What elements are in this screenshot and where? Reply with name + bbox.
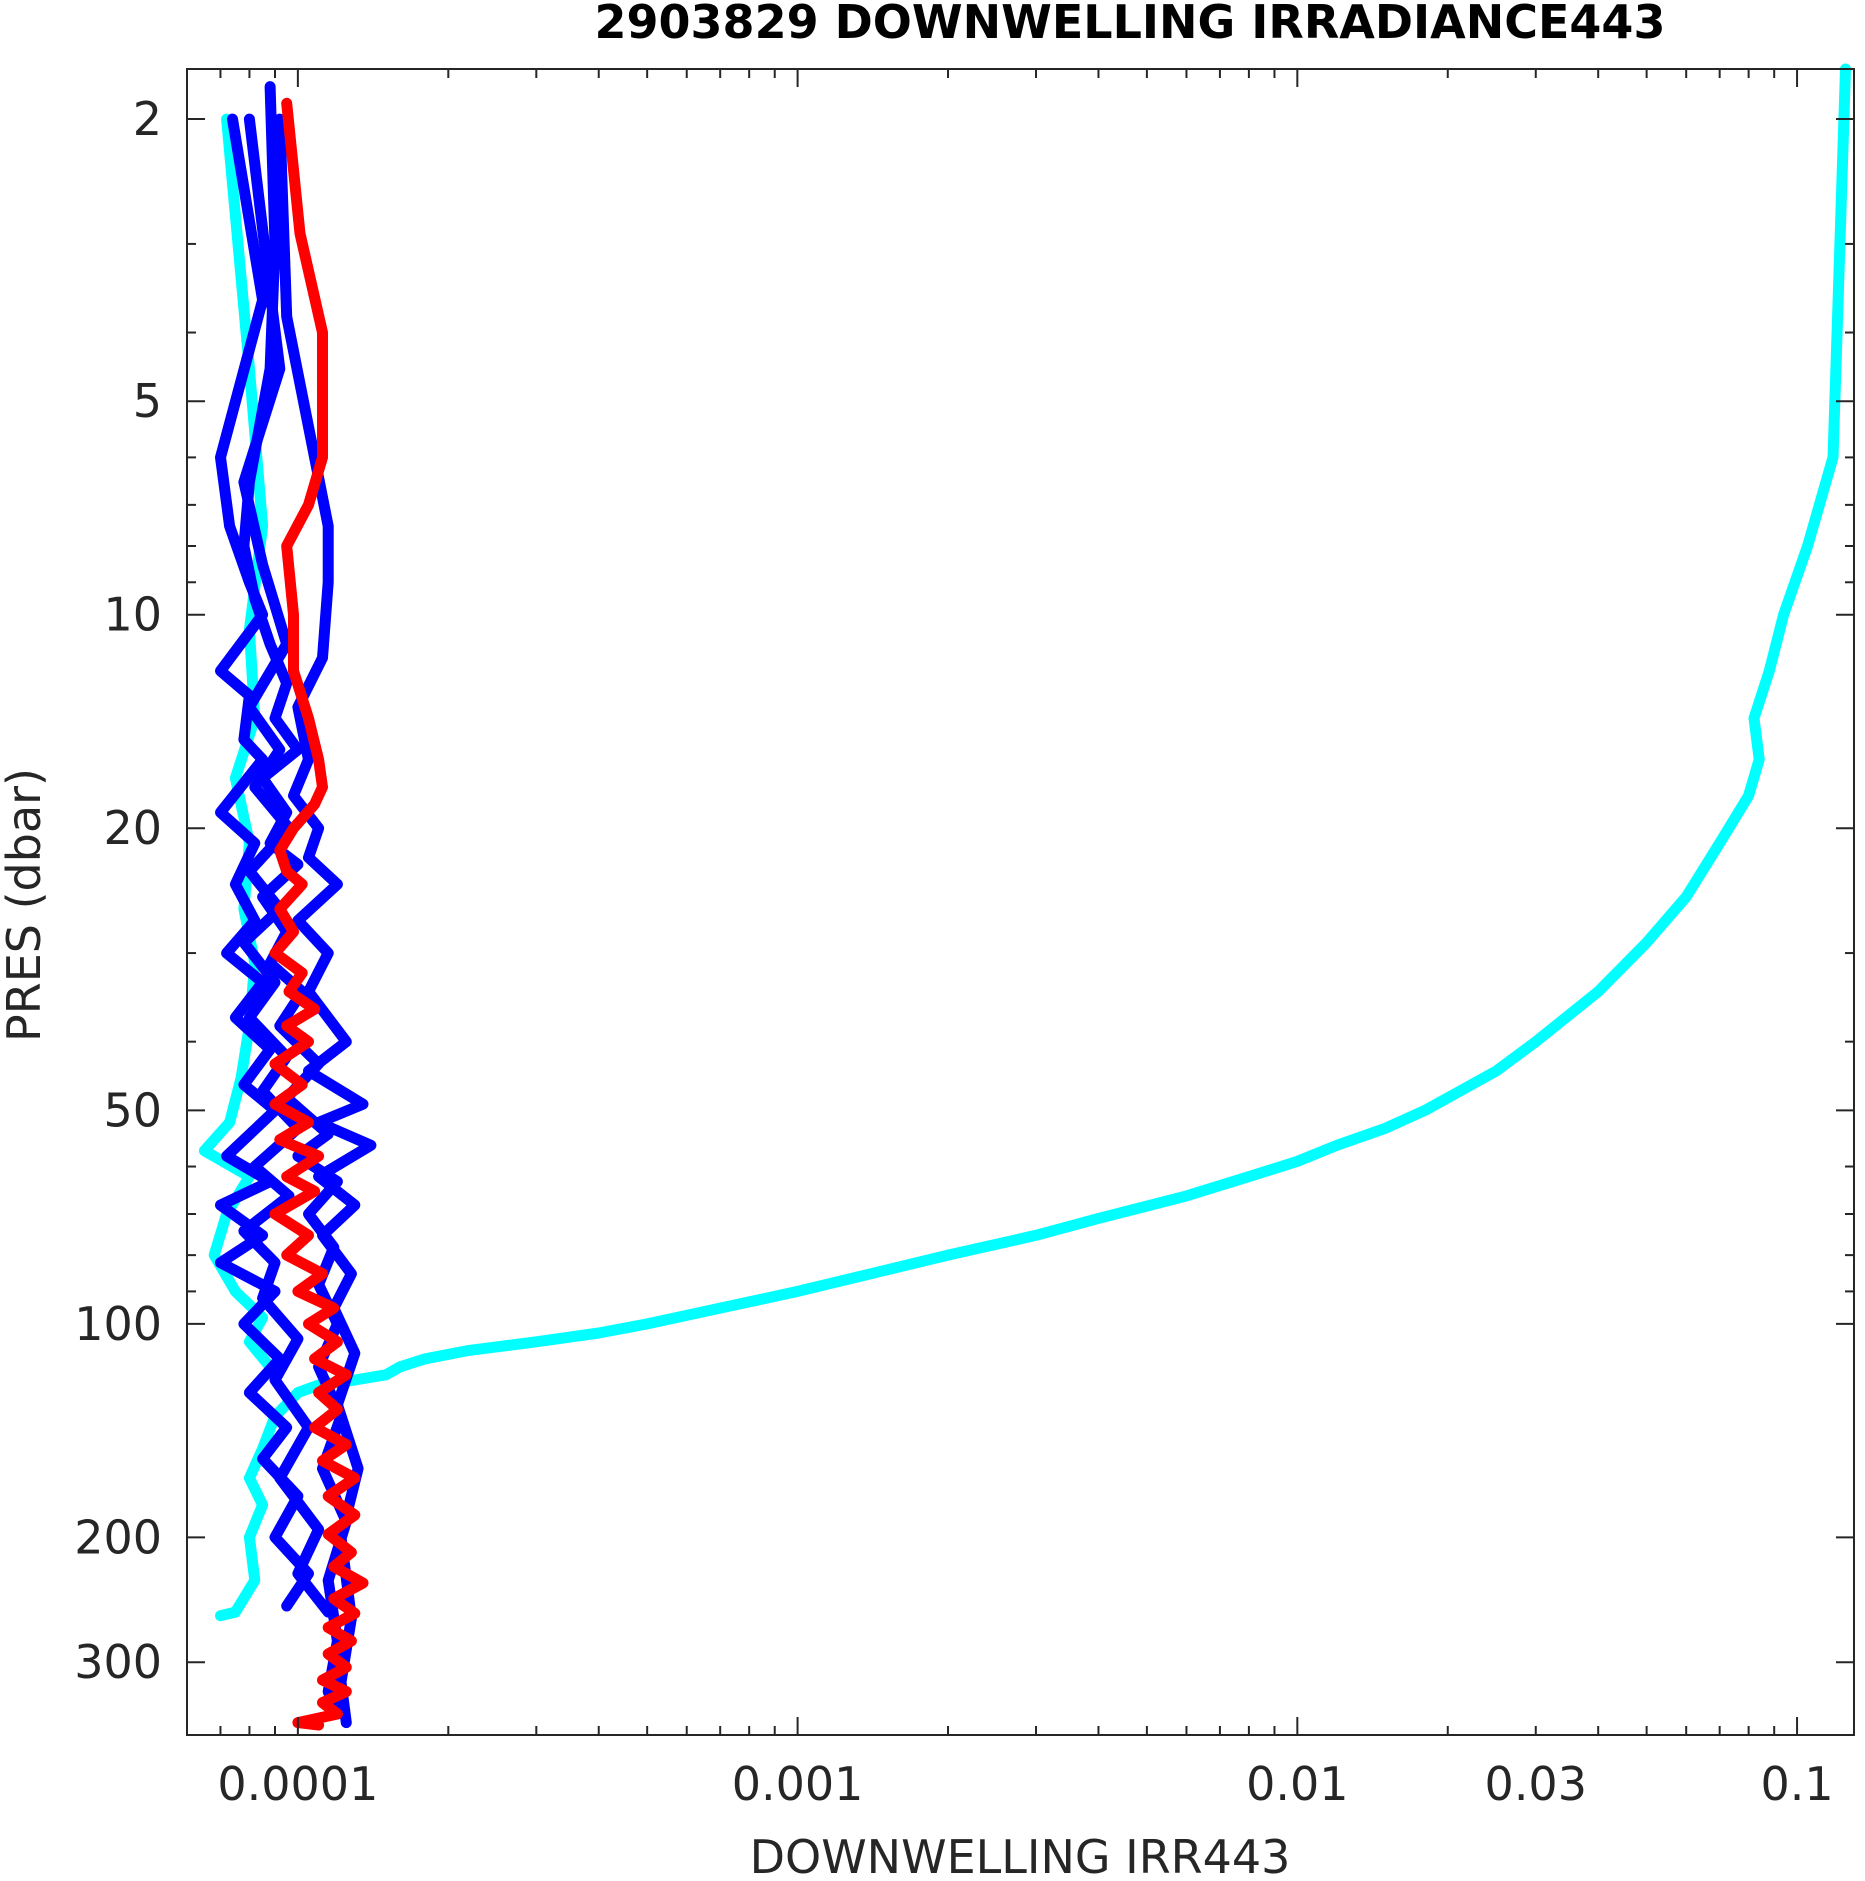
series-line-1 [215, 63, 1851, 1622]
series-line-3 [215, 113, 314, 1612]
ticks-layer: 0.0001 0.001 0.01 0.03 0.1 2 5 10 20 50 100 200 300 [74, 69, 1854, 1811]
y-tick-label: 10 [103, 588, 162, 642]
y-tick-label: 200 [74, 1510, 162, 1564]
y-tick-label: 300 [74, 1635, 162, 1689]
x-tick-label: 0.01 [1246, 1757, 1348, 1811]
y-axis-label: PRES (dbar) [0, 768, 51, 1042]
series-line-4 [238, 113, 334, 1618]
x-tick-label: 0.0001 [217, 1757, 378, 1811]
series-line-7 [269, 97, 369, 1731]
y-tick-label: 100 [74, 1297, 162, 1351]
y-tick-label: 5 [133, 374, 162, 428]
x-tick-label: 0.03 [1485, 1757, 1587, 1811]
x-tick-label: 0.1 [1760, 1757, 1833, 1811]
plot-frame [186, 68, 1855, 1736]
y-tick-label: 20 [103, 801, 162, 855]
x-axis-label: DOWNWELLING IRR443 [750, 1830, 1291, 1881]
series-line-2 [198, 113, 276, 1373]
y-tick-label: 50 [103, 1083, 162, 1137]
series-layer [198, 63, 1851, 1731]
series-line-5 [238, 81, 352, 1720]
x-tick-label: 0.001 [732, 1757, 864, 1811]
chart-title: 2903829 DOWNWELLING IRRADIANCE443 [595, 0, 1666, 49]
y-tick-label: 2 [133, 92, 162, 146]
